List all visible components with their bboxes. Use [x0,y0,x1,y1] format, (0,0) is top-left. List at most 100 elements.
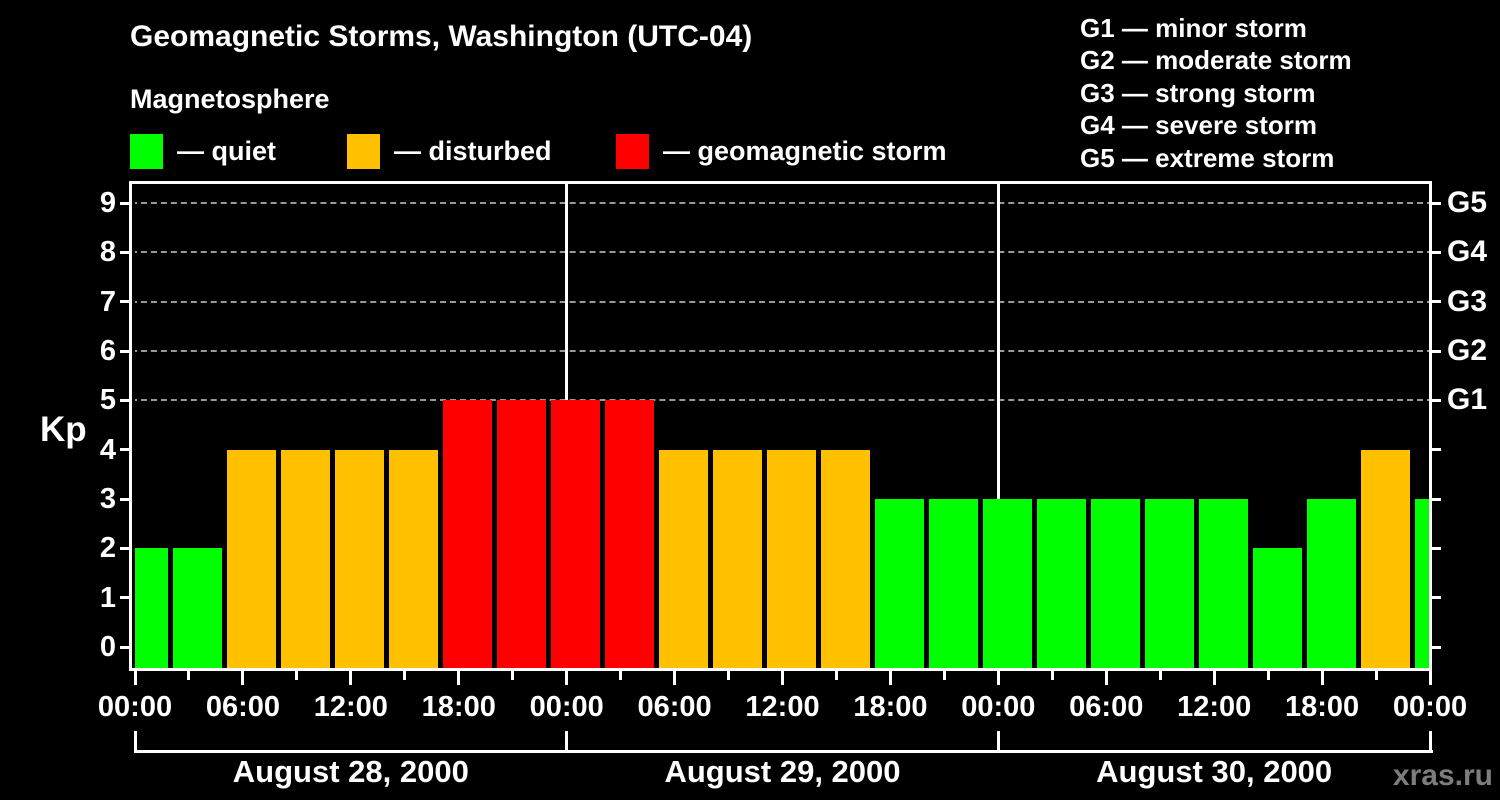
y-tick-label: 9 [99,187,116,220]
x-axis-major-tick [1428,671,1432,685]
kp-bar [1090,499,1140,668]
kp-bar [135,548,169,668]
quiet-swatch [130,133,163,169]
date-bracket-tick [565,731,569,750]
y-axis-tick [120,201,129,205]
y-axis-tick-right [1432,448,1441,452]
x-axis-minor-tick [1266,671,1270,680]
y-tick-label: 5 [99,384,116,417]
plot-area [135,184,1429,668]
x-tick-label: 18:00 [853,691,928,723]
x-tick-label: 12:00 [313,691,388,723]
legend-label: — quiet [177,135,276,166]
x-tick-label: 06:00 [1069,691,1144,723]
x-axis-minor-tick [187,671,191,680]
kp-bar [874,499,924,668]
gridline-kp7 [135,300,1429,303]
y-tick-label: 3 [99,483,116,515]
y-axis-title: Kp [40,410,87,449]
x-axis-major-tick [565,671,569,685]
x-tick-label: 06:00 [637,691,712,723]
kp-bar [389,449,439,668]
y-axis-tick-right [1432,596,1441,600]
y-axis-tick [120,645,129,649]
x-axis-minor-tick [295,671,299,680]
date-bracket-tick [1428,731,1432,750]
x-tick-label: 06:00 [205,691,280,723]
x-axis-major-tick [1212,671,1216,685]
x-tick-label: 18:00 [1284,691,1360,723]
y-axis-tick [120,546,129,550]
kp-bar [1360,449,1410,668]
y-axis-tick-right [1432,349,1441,353]
y-tick-label: 7 [99,285,116,318]
x-axis-minor-tick [1050,671,1054,680]
y-axis-tick [120,596,129,600]
kp-bar [659,449,709,668]
x-tick-label: 00:00 [1392,691,1468,723]
kp-bar [227,449,277,668]
x-axis-minor-tick [619,671,623,680]
g-scale-legend: G1 — minor storm G2 — moderate storm G3 — … [1080,12,1352,174]
g-legend-line: G5 — extreme storm [1080,142,1335,173]
legend-label: — disturbed [394,135,552,166]
y-axis-tick-right [1432,201,1441,205]
kp-bar [1414,499,1429,668]
kp-bar [928,499,978,668]
y-axis-tick [120,448,129,452]
x-axis-major-tick [888,671,892,685]
kp-bar [551,400,601,668]
kp-bar [767,449,816,668]
y-tick-label: 1 [99,581,116,614]
kp-bar [820,449,870,668]
x-axis-major-tick [673,671,677,685]
date-bracket-tick [133,731,137,750]
watermark: xras.ru [1392,759,1493,792]
y-axis-tick-right [1432,497,1441,501]
x-tick-label: 12:00 [745,691,820,723]
x-axis-major-tick [241,671,245,685]
chart-subtitle: Magnetosphere [130,84,330,114]
g-axis-label-g1: G1 [1447,383,1488,417]
y-tick-label: 4 [99,433,116,466]
kp-bar [281,449,331,668]
x-axis-minor-tick [727,671,731,680]
date-label: August 30, 2000 [1096,754,1333,789]
x-axis-major-tick [133,671,137,685]
y-axis-tick-right [1432,645,1441,649]
x-tick-label: 00:00 [961,691,1036,723]
gridline-kp5 [135,399,1429,402]
kp-bar [1306,499,1356,668]
legend-item-quiet: — quiet [130,133,276,169]
kp-bar [335,449,385,668]
legend-item-storm: — geomagnetic storm [616,133,947,169]
kp-bar [497,400,547,668]
legend-item-disturbed: — disturbed [347,133,552,169]
legend-label: — geomagnetic storm [663,135,947,166]
disturbed-swatch [347,133,380,169]
kp-bar [1252,548,1302,668]
storm-swatch [616,133,649,169]
date-bracket-tick [996,731,1000,750]
kp-bar [173,548,223,668]
g-axis-label-g5: G5 [1447,186,1488,220]
x-tick-label: 18:00 [421,691,496,723]
date-label: August 29, 2000 [664,754,901,789]
y-axis-tick-right [1432,250,1441,254]
x-axis-minor-tick [1158,671,1162,680]
g-axis-label-g3: G3 [1447,284,1488,318]
g-axis-label-g2: G2 [1447,334,1488,368]
y-axis-tick [120,497,129,501]
x-axis-minor-tick [403,671,407,680]
g-legend-line: G3 — strong storm [1080,77,1316,108]
x-axis-minor-tick [1374,671,1378,680]
y-axis-tick [120,398,129,402]
y-axis-tick-right [1432,300,1441,304]
g-legend-line: G2 — moderate storm [1080,45,1352,76]
y-axis-tick [120,250,129,254]
kp-bar [1144,499,1194,668]
g-legend-line: G4 — severe storm [1080,110,1318,141]
kp-bar [1198,499,1248,668]
day-boundary-line [997,184,1000,668]
